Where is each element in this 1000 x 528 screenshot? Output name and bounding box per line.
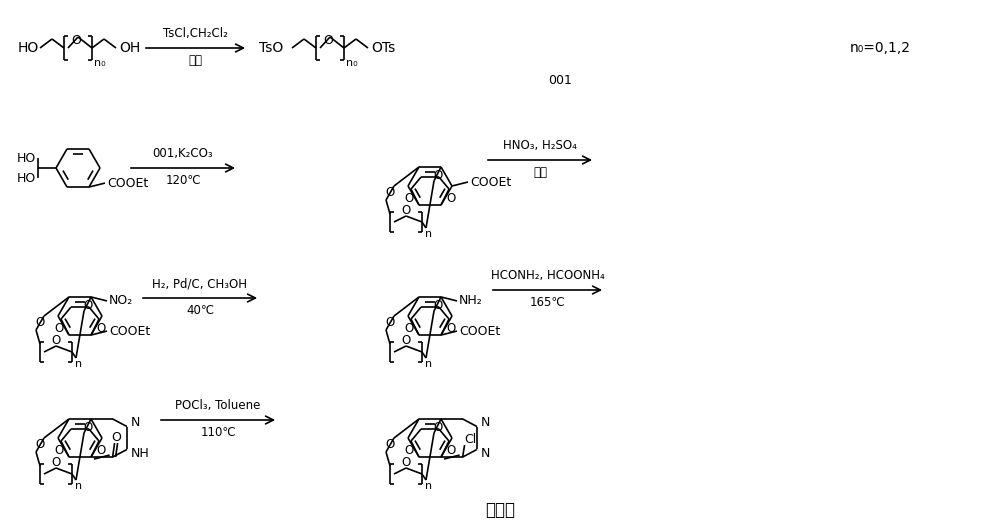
Text: O: O [404, 444, 414, 457]
Text: 165℃: 165℃ [530, 297, 565, 309]
Text: HNO₃, H₂SO₄: HNO₃, H₂SO₄ [503, 139, 577, 153]
Text: HO: HO [18, 41, 39, 55]
Text: O: O [96, 322, 106, 335]
Text: O: O [51, 457, 61, 469]
Text: O: O [385, 185, 395, 199]
Text: OTs: OTs [371, 41, 395, 55]
Text: N: N [481, 416, 490, 429]
Text: O: O [401, 457, 411, 469]
Text: 冰浴: 冰浴 [188, 54, 202, 68]
Text: O: O [385, 438, 395, 450]
Text: NH: NH [131, 447, 150, 460]
Text: n₀: n₀ [94, 58, 106, 68]
Text: n: n [425, 481, 432, 491]
Text: HCONH₂, HCOONH₄: HCONH₂, HCOONH₄ [491, 269, 604, 282]
Text: COOEt: COOEt [459, 325, 500, 337]
Text: 120℃: 120℃ [165, 174, 201, 187]
Text: 冰浴: 冰浴 [533, 166, 547, 180]
Text: n₀: n₀ [346, 58, 358, 68]
Text: 001,K₂CO₃: 001,K₂CO₃ [153, 147, 213, 161]
Text: POCl₃, Toluene: POCl₃, Toluene [175, 400, 261, 412]
Text: O: O [323, 34, 333, 48]
Text: 40℃: 40℃ [186, 305, 214, 317]
Text: O: O [446, 192, 456, 204]
Text: O: O [446, 444, 456, 457]
Text: 110℃: 110℃ [200, 427, 236, 439]
Text: n: n [425, 229, 432, 239]
Text: O: O [96, 444, 106, 457]
Text: 001: 001 [548, 73, 572, 87]
Text: O: O [401, 204, 411, 218]
Text: COOEt: COOEt [107, 176, 148, 190]
Text: n₀=0,1,2: n₀=0,1,2 [850, 41, 911, 55]
Text: n: n [75, 481, 82, 491]
Text: O: O [51, 335, 61, 347]
Text: O: O [401, 335, 411, 347]
Text: O: O [54, 322, 64, 335]
Text: OH: OH [119, 41, 140, 55]
Text: 路线二: 路线二 [485, 501, 515, 519]
Text: n: n [425, 359, 432, 369]
Text: NH₂: NH₂ [459, 295, 483, 307]
Text: N: N [131, 416, 140, 429]
Text: O: O [404, 192, 414, 204]
Text: O: O [35, 316, 45, 328]
Text: O: O [433, 169, 443, 183]
Text: COOEt: COOEt [470, 175, 511, 188]
Text: n: n [75, 359, 82, 369]
Text: O: O [54, 444, 64, 457]
Text: H₂, Pd/C, CH₃OH: H₂, Pd/C, CH₃OH [152, 278, 248, 290]
Text: O: O [433, 299, 443, 313]
Text: O: O [112, 430, 122, 444]
Text: O: O [404, 322, 414, 335]
Text: O: O [385, 316, 395, 328]
Text: O: O [71, 34, 81, 48]
Text: O: O [446, 322, 456, 335]
Text: O: O [83, 299, 93, 313]
Text: COOEt: COOEt [109, 325, 150, 337]
Text: O: O [83, 421, 93, 435]
Text: N: N [481, 447, 490, 460]
Text: HO: HO [17, 172, 36, 184]
Text: Cl: Cl [465, 432, 477, 446]
Text: TsCl,CH₂Cl₂: TsCl,CH₂Cl₂ [163, 27, 228, 41]
Text: O: O [35, 438, 45, 450]
Text: O: O [433, 421, 443, 435]
Text: TsO: TsO [259, 41, 283, 55]
Text: NO₂: NO₂ [109, 295, 133, 307]
Text: HO: HO [17, 152, 36, 165]
